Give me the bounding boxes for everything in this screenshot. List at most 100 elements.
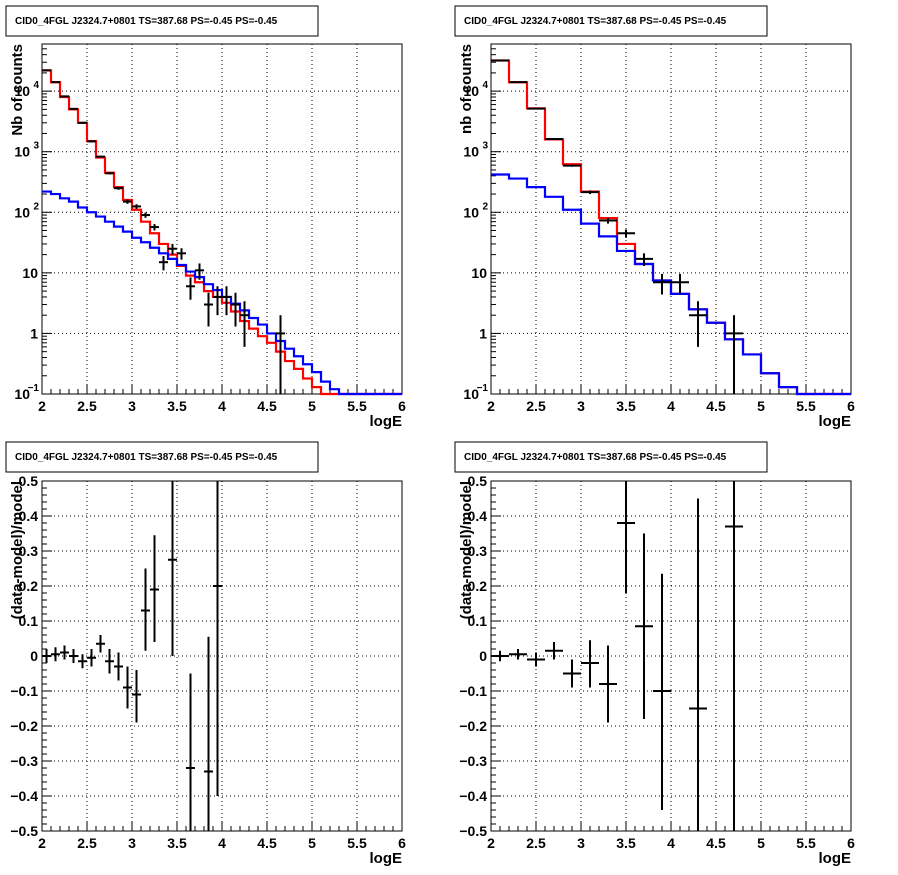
x-tick-label: 4.5 <box>706 835 726 851</box>
y-tick-label: 0 <box>30 648 38 664</box>
y-tick-label: 10 <box>463 386 479 402</box>
x-tick-label: 3 <box>577 398 585 414</box>
y-tick-base: 0 <box>30 648 38 664</box>
plot-frame <box>41 43 403 395</box>
y-tick-base: −0.3 <box>10 753 38 769</box>
x-axis-label: logE <box>819 413 852 430</box>
y-tick-base: 0.1 <box>19 613 39 629</box>
chart-title: CID0_4FGL J2324.7+0801 TS=387.68 PS=-0.4… <box>15 16 278 27</box>
y-tick-base: 10 <box>14 204 30 220</box>
y-tick-exponent: 2 <box>33 201 39 212</box>
y-tick-label: −0.5 <box>459 823 487 839</box>
chart-title: CID0_4FGL J2324.7+0801 TS=387.68 PS=-0.4… <box>15 452 278 463</box>
x-tick-label: 2.5 <box>77 835 97 851</box>
y-tick-base: 0.5 <box>468 473 488 489</box>
y-tick-base: 1 <box>479 325 487 341</box>
y-tick-label: 0.5 <box>19 473 39 489</box>
plot-frame <box>490 43 852 395</box>
y-tick-base: 0.4 <box>468 508 488 524</box>
x-tick-label: 5.5 <box>796 835 816 851</box>
x-tick-label: 2 <box>38 835 46 851</box>
y-tick-label: 10 <box>14 204 30 220</box>
series-red-line <box>42 69 402 396</box>
y-tick-label: −0.4 <box>459 788 487 804</box>
y-tick-label: −0.5 <box>10 823 38 839</box>
y-tick-base: −0.3 <box>459 753 487 769</box>
y-tick-base: −0.4 <box>459 788 487 804</box>
y-tick-label: 10 <box>22 265 38 281</box>
y-tick-exponent: 4 <box>33 80 39 91</box>
y-tick-label: −0.2 <box>10 718 38 734</box>
y-tick-label: 10 <box>471 265 487 281</box>
x-tick-label: 4 <box>667 835 675 851</box>
y-tick-label: 10 <box>463 83 479 99</box>
x-tick-label: 5 <box>308 835 316 851</box>
y-tick-label: 0.4 <box>468 508 488 524</box>
y-tick-base: −0.2 <box>459 718 487 734</box>
y-tick-base: 0.3 <box>468 543 488 559</box>
y-tick-base: 10 <box>14 83 30 99</box>
y-tick-base: 10 <box>14 144 30 160</box>
x-tick-label: 6 <box>398 398 406 414</box>
y-tick-label: −0.2 <box>459 718 487 734</box>
y-tick-base: 10 <box>22 265 38 281</box>
y-tick-label: 0.5 <box>468 473 488 489</box>
y-tick-label: 10 <box>14 83 30 99</box>
y-tick-exponent: −1 <box>28 383 40 394</box>
y-tick-label: 10 <box>14 386 30 402</box>
y-tick-label: 0.1 <box>468 613 488 629</box>
y-tick-base: 0.2 <box>19 578 39 594</box>
y-tick-label: −0.3 <box>10 753 38 769</box>
y-tick-base: 0.2 <box>468 578 488 594</box>
y-tick-base: 10 <box>463 144 479 160</box>
y-tick-exponent: −1 <box>477 383 489 394</box>
y-tick-label: 0.3 <box>19 543 39 559</box>
x-tick-label: 5.5 <box>796 398 816 414</box>
x-tick-label: 2.5 <box>77 398 97 414</box>
y-tick-base: −0.5 <box>459 823 487 839</box>
y-tick-label: −0.1 <box>459 683 487 699</box>
x-tick-label: 3.5 <box>616 835 636 851</box>
x-tick-label: 4 <box>218 398 226 414</box>
y-tick-base: 10 <box>463 204 479 220</box>
x-tick-label: 3 <box>128 398 136 414</box>
y-tick-base: −0.5 <box>10 823 38 839</box>
chart-title: CID0_4FGL J2324.7+0801 TS=387.68 PS=-0.4… <box>464 452 727 463</box>
y-tick-label: −0.1 <box>10 683 38 699</box>
y-axis-label: nb of counts <box>458 44 475 134</box>
y-axis-label: Nb of counts <box>9 44 26 136</box>
y-tick-base: −0.1 <box>10 683 38 699</box>
title-box <box>454 441 768 473</box>
x-tick-label: 3.5 <box>167 398 187 414</box>
x-axis-label: logE <box>370 413 403 430</box>
x-tick-label: 3 <box>577 835 585 851</box>
x-tick-label: 3 <box>128 835 136 851</box>
chart-panel-4: CID0_4FGL J2324.7+0801 TS=387.68 PS=-0.4… <box>454 441 855 867</box>
y-tick-base: 0.4 <box>19 508 39 524</box>
x-tick-label: 5.5 <box>347 398 367 414</box>
x-tick-label: 4.5 <box>257 835 277 851</box>
y-tick-label: −0.3 <box>459 753 487 769</box>
y-tick-label: 1 <box>30 325 38 341</box>
x-tick-label: 5 <box>308 398 316 414</box>
y-tick-label: 0.2 <box>19 578 39 594</box>
title-box <box>454 5 768 37</box>
y-tick-label: 1 <box>479 325 487 341</box>
x-tick-label: 4 <box>667 398 675 414</box>
x-tick-label: 2.5 <box>526 398 546 414</box>
y-tick-label: 10 <box>14 144 30 160</box>
y-tick-base: 10 <box>463 386 479 402</box>
x-tick-label: 2 <box>38 398 46 414</box>
y-tick-base: −0.4 <box>10 788 38 804</box>
y-tick-label: 0.4 <box>19 508 39 524</box>
y-tick-base: 0.5 <box>19 473 39 489</box>
series-blue-line <box>42 190 402 396</box>
y-axis-label: (data-model)/model <box>458 481 475 619</box>
y-tick-base: 0 <box>479 648 487 664</box>
chart-panel-2: CID0_4FGL J2324.7+0801 TS=387.68 PS=-0.4… <box>454 5 855 430</box>
y-tick-base: 1 <box>30 325 38 341</box>
y-tick-exponent: 2 <box>482 201 488 212</box>
x-tick-label: 6 <box>847 835 855 851</box>
y-tick-label: 10 <box>463 144 479 160</box>
y-tick-base: 0.3 <box>19 543 39 559</box>
